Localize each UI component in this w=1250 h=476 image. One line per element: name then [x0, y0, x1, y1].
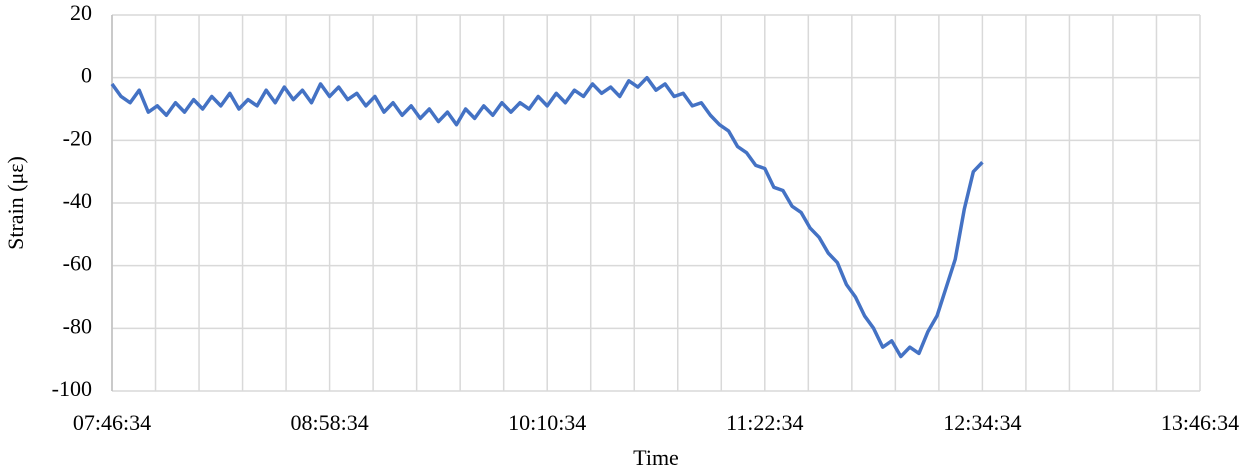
y-tick-label: 20 [70, 0, 92, 25]
x-tick-label: 07:46:34 [73, 410, 151, 435]
y-tick-label: -80 [63, 313, 92, 338]
x-tick-label: 11:22:34 [726, 410, 803, 435]
y-tick-label: -60 [63, 251, 92, 276]
y-tick-label: -40 [63, 188, 92, 213]
y-axis-label: Strain (με) [3, 156, 28, 250]
x-tick-label: 08:58:34 [290, 410, 368, 435]
y-tick-label: 0 [81, 63, 92, 88]
x-tick-label: 13:46:34 [1161, 410, 1239, 435]
x-axis-label: Time [633, 445, 679, 470]
y-tick-label: -20 [63, 125, 92, 150]
x-tick-label: 12:34:34 [943, 410, 1021, 435]
data-line [110, 75, 984, 359]
y-tick-label: -100 [52, 376, 92, 401]
x-tick-label: 10:10:34 [508, 410, 586, 435]
